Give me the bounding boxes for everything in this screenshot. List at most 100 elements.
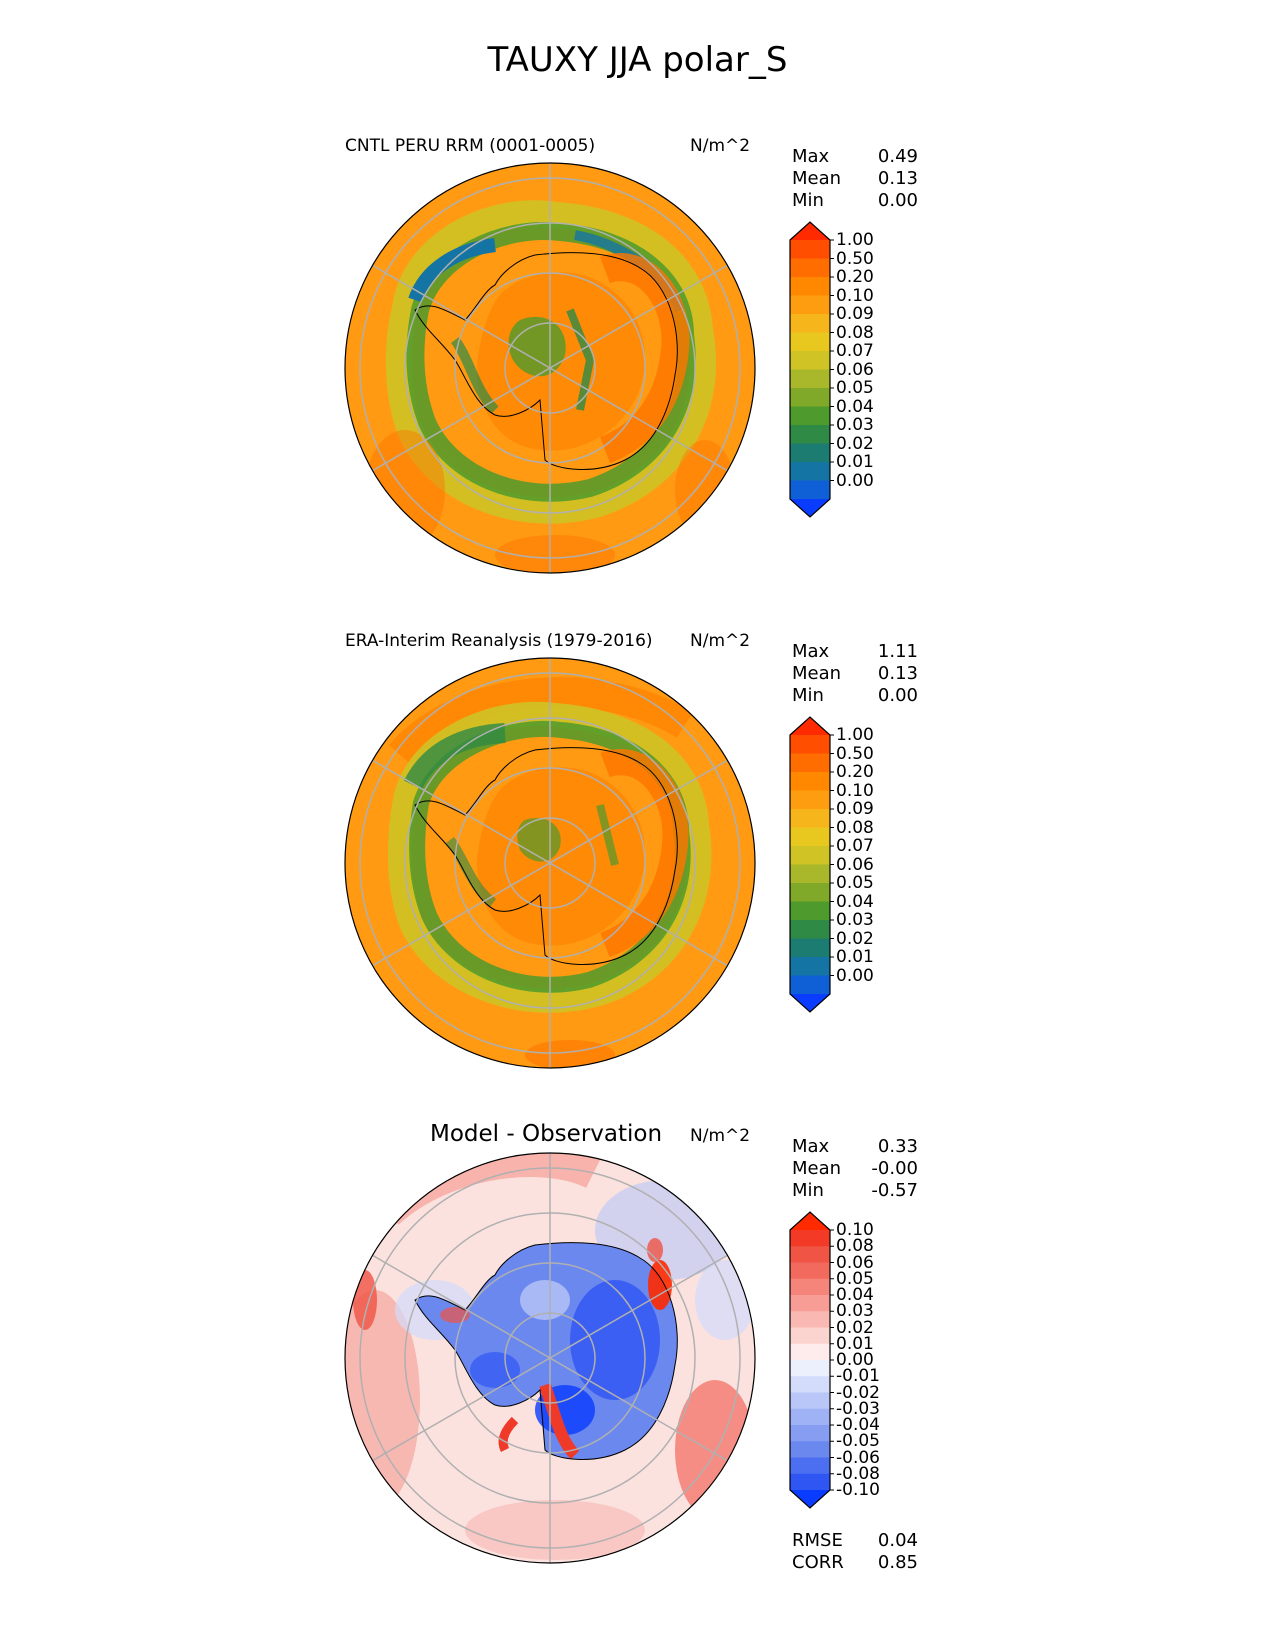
panel-3-colorbar-swatch bbox=[790, 1343, 830, 1361]
panel-1-colorbar-tick: 0.20 bbox=[836, 267, 874, 287]
panel-1-colorbar-tick: 0.00 bbox=[836, 470, 874, 491]
panel-1-colorbar-swatch bbox=[790, 388, 830, 407]
panel-3-rmse-value: 0.04 bbox=[877, 1530, 918, 1551]
panel-3-min-value: -0.57 bbox=[871, 1180, 918, 1201]
panel-2-colorbar-tick: 0.08 bbox=[836, 817, 874, 838]
panel-3-colorbar-tick: -0.05 bbox=[836, 1431, 880, 1452]
panel-2-colorbar-extend-bottom bbox=[790, 994, 830, 1012]
panel-3-max-label: Max bbox=[792, 1136, 830, 1157]
panel-2-colorbar-swatch bbox=[790, 827, 830, 847]
panel-1-colorbar-swatch bbox=[790, 406, 830, 426]
panel-3-colorbar-swatch bbox=[790, 1408, 830, 1426]
figure-title: TAUXY JJA polar_S bbox=[487, 40, 788, 80]
panel-3-colorbar-swatch bbox=[790, 1295, 830, 1312]
panel-2-colorbar-tick: 0.07 bbox=[836, 836, 874, 856]
panel-2-colorbar-tick: 0.05 bbox=[836, 873, 874, 893]
panel-2-colorbar-tick: 0.02 bbox=[836, 928, 874, 949]
panel-1-colorbar-tick: 0.06 bbox=[836, 359, 874, 380]
panel-3-colorbar-tick: 0.06 bbox=[836, 1252, 874, 1273]
panel-3-colorbar-tick: -0.02 bbox=[836, 1382, 880, 1403]
panel-3-colorbar-swatch bbox=[790, 1376, 830, 1393]
panel-1-colorbar-tick: 1.00 bbox=[836, 230, 874, 250]
panel-1-colorbar-swatch bbox=[790, 443, 830, 463]
panel-1-colorbar-swatch bbox=[790, 314, 830, 333]
panel-1-colorbar-tick: 0.01 bbox=[836, 452, 874, 472]
panel-1-colorbar-tick: 0.03 bbox=[836, 415, 874, 435]
panel-3-mean-label: Mean bbox=[792, 1158, 842, 1179]
panel-2-colorbar-tick: 0.20 bbox=[836, 762, 874, 782]
panel-3-colorbar-extend-top bbox=[790, 1212, 830, 1230]
panel-2-colorbar-swatch bbox=[790, 975, 830, 995]
panel-2-map bbox=[344, 657, 756, 1069]
panel-2-colorbar-swatch bbox=[790, 938, 830, 958]
panel-3-colorbar-swatch bbox=[790, 1311, 830, 1328]
panel-2-min-label: Min bbox=[792, 685, 824, 706]
panel-2-colorbar-swatch bbox=[790, 846, 830, 865]
panel-1-colorbar bbox=[789, 221, 834, 518]
panel-2-mean-label: Mean bbox=[792, 663, 842, 684]
panel-3-corr-label: CORR bbox=[792, 1552, 844, 1573]
panel-3-colorbar-tick: 0.03 bbox=[836, 1301, 874, 1322]
panel-1-title: CNTL PERU RRM (0001-0005) bbox=[345, 136, 596, 156]
panel-1-colorbar-swatch bbox=[790, 295, 830, 315]
panel-1-colorbar-swatch bbox=[790, 240, 830, 259]
panel-3-corr-value: 0.85 bbox=[877, 1552, 918, 1573]
panel-2-mean-value: 0.13 bbox=[877, 663, 918, 684]
panel-2-title: ERA-Interim Reanalysis (1979-2016) bbox=[345, 631, 653, 651]
panel-2-colorbar-extend-top bbox=[790, 717, 830, 735]
panel-2-colorbar-swatches bbox=[790, 717, 834, 1012]
panel-2-colorbar-tick: 0.04 bbox=[836, 891, 874, 912]
panel-1-map bbox=[344, 162, 756, 574]
panel-3-colorbar-swatch bbox=[790, 1327, 830, 1345]
panel-1-colorbar-tick: 0.08 bbox=[836, 322, 874, 343]
panel-3-colorbar-tick: -0.01 bbox=[836, 1366, 880, 1387]
panel-3-colorbar-tick: 0.05 bbox=[836, 1268, 874, 1289]
panel-2-colorbar-tick: 0.06 bbox=[836, 854, 874, 875]
panel-3-colorbar-swatch bbox=[790, 1278, 830, 1296]
panel-1-colorbar-swatch bbox=[790, 462, 830, 481]
panel-1-colorbar-swatch bbox=[790, 351, 830, 370]
panel-3-colorbar-tick: 0.10 bbox=[836, 1220, 874, 1240]
panel-3-colorbar-swatch bbox=[790, 1441, 830, 1458]
panel-2-max-value: 1.11 bbox=[877, 641, 918, 662]
panel-3-colorbar-tick: 0.02 bbox=[836, 1317, 874, 1338]
panel-1-colorbar-tick: 0.04 bbox=[836, 396, 874, 417]
panel-2-colorbar-tick: 0.03 bbox=[836, 910, 874, 930]
panel-1-max-value: 0.49 bbox=[877, 146, 918, 167]
panel-3-colorbar-extend-bottom bbox=[790, 1490, 830, 1508]
panel-3-colorbar-tick: -0.03 bbox=[836, 1398, 880, 1419]
panel-2-colorbar-swatch bbox=[790, 864, 830, 884]
panel-1-max-label: Max bbox=[792, 146, 830, 167]
panel-1-units: N/m^2 bbox=[690, 136, 751, 156]
panel-3-colorbar-swatch bbox=[790, 1262, 830, 1280]
panel-3-colorbar-swatch bbox=[790, 1246, 830, 1263]
panel-1-colorbar-swatch bbox=[790, 258, 830, 278]
panel-2-colorbar-tick: 0.10 bbox=[836, 780, 874, 801]
panel-3-rmse-label: RMSE bbox=[792, 1530, 843, 1551]
panel-2-colorbar-tick: 0.09 bbox=[836, 799, 874, 819]
panel-3-colorbar bbox=[789, 1211, 834, 1509]
panel-1-colorbar-tick: 0.05 bbox=[836, 378, 874, 398]
panel-3-colorbar-tick: 0.01 bbox=[836, 1333, 874, 1354]
panel-3-colorbar-swatches bbox=[790, 1212, 834, 1508]
panel-2-colorbar-swatch bbox=[790, 957, 830, 976]
panel-1-colorbar-extend-bottom bbox=[790, 499, 830, 517]
panel-3-colorbar-swatch bbox=[790, 1392, 830, 1410]
panel-1-colorbar-swatch bbox=[790, 425, 830, 444]
panel-2-colorbar-tick: 0.00 bbox=[836, 965, 874, 986]
panel-3-colorbar-tick: -0.06 bbox=[836, 1447, 880, 1468]
panel-1-colorbar-tick: 0.07 bbox=[836, 341, 874, 361]
panel-2-colorbar bbox=[789, 716, 834, 1013]
panel-3-colorbar-tick: -0.10 bbox=[836, 1480, 880, 1500]
panel-2-colorbar-swatch bbox=[790, 809, 830, 828]
panel-2-colorbar-tick: 1.00 bbox=[836, 725, 874, 745]
panel-1-colorbar-swatches bbox=[790, 222, 834, 517]
panel-3-title: Model - Observation bbox=[430, 1121, 663, 1147]
panel-1-colorbar-tick: 0.02 bbox=[836, 433, 874, 454]
panel-2-colorbar-swatch bbox=[790, 790, 830, 810]
panel-2-colorbar-tick: 0.50 bbox=[836, 743, 874, 764]
panel-2-colorbar-swatch bbox=[790, 901, 830, 921]
panel-2-colorbar-swatch bbox=[790, 883, 830, 902]
panel-3-colorbar-tick: 0.08 bbox=[836, 1236, 874, 1257]
panel-1-colorbar-swatch bbox=[790, 369, 830, 389]
